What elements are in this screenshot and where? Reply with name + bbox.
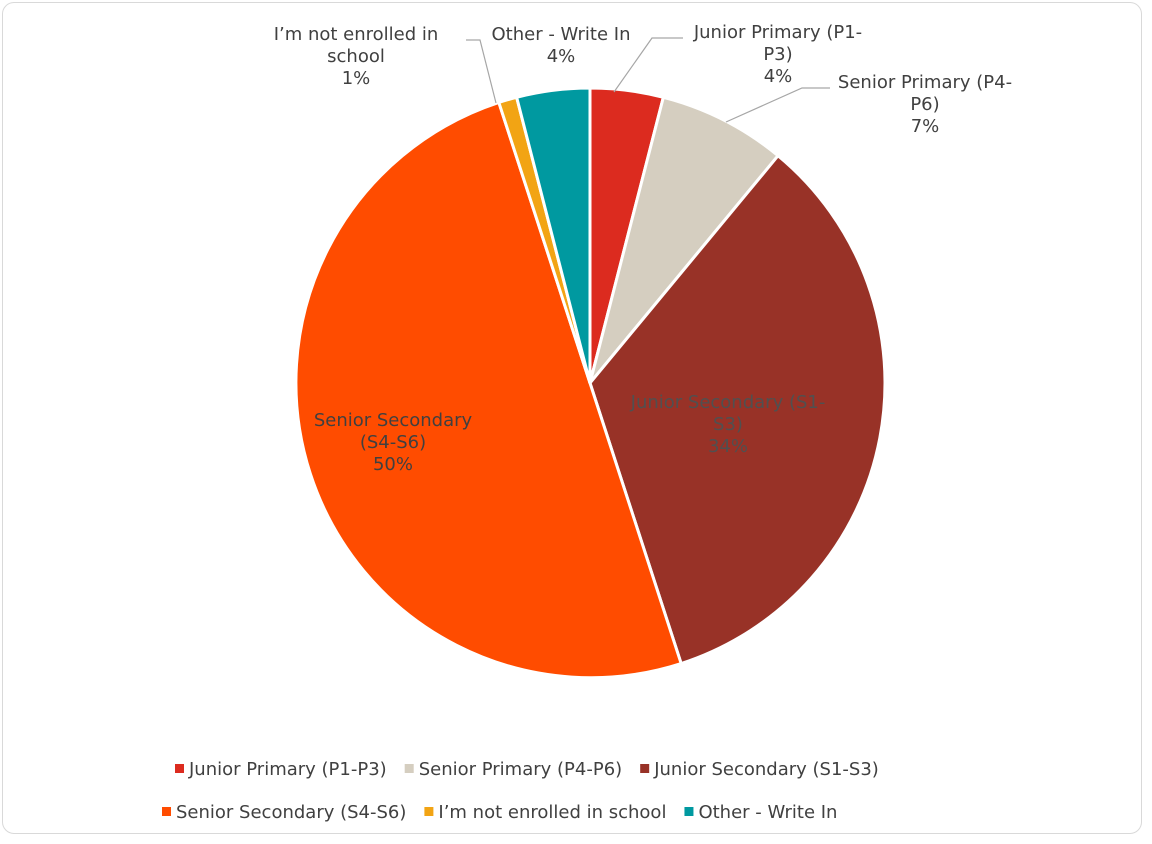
legend-swatch: [404, 764, 414, 773]
legend-item-junior-secondary-s1-s3: Junior Secondary (S1-S3): [640, 759, 879, 780]
data-label-percent: 4%: [764, 66, 793, 87]
data-label-percent: 1%: [342, 68, 371, 89]
data-label-text: P3): [763, 44, 792, 65]
data-label-text: Junior Secondary (S1-: [630, 392, 826, 413]
legend-swatch: [424, 807, 434, 816]
data-label-other-write-in: Other - Write In4%: [491, 24, 630, 67]
legend-swatch: [162, 807, 171, 816]
legend-label: Senior Secondary (S4-S6): [176, 802, 406, 823]
legend: Junior Primary (P1-P3) Senior Primary (P4…: [162, 759, 879, 823]
data-label-percent: 50%: [373, 454, 413, 475]
leader-line-senior-primary-p4-p6: [725, 87, 830, 123]
legend-label: Junior Primary (P1-P3): [188, 759, 387, 780]
data-label-text: (S4-S6): [360, 432, 426, 453]
data-label-text: Junior Primary (P1-: [693, 22, 862, 43]
legend-item-senior-secondary-s4-s6: Senior Secondary (S4-S6): [162, 802, 406, 823]
legend-label: Other - Write In: [698, 802, 837, 823]
data-label-percent: 34%: [708, 436, 748, 457]
data-label-text: S3): [713, 414, 743, 435]
data-label-senior-secondary-s4-s6: Senior Secondary(S4-S6)50%: [314, 410, 473, 475]
data-label-text: school: [327, 46, 385, 67]
legend-label: Junior Secondary (S1-S3): [653, 759, 879, 780]
leader-line-junior-primary-p1-p3: [613, 37, 683, 93]
leader-lines: [466, 37, 830, 123]
legend-item-junior-primary-p1-p3: Junior Primary (P1-P3): [175, 759, 387, 780]
data-label-text: I’m not enrolled in: [274, 24, 439, 45]
data-label-text: P6): [910, 94, 939, 115]
data-label-percent: 4%: [547, 46, 576, 67]
data-labels: Junior Primary (P1-P3)4% Senior Primary (…: [274, 22, 1012, 475]
data-label-text: Senior Primary (P4-: [838, 72, 1012, 93]
legend-swatch: [640, 764, 650, 773]
pie-slices: [294, 86, 887, 680]
legend-item-senior-primary-p4-p6: Senior Primary (P4-P6): [404, 759, 622, 780]
legend-label: Senior Primary (P4-P6): [419, 759, 622, 780]
legend-swatch: [175, 764, 184, 773]
pie-slice-senior-primary-p4-p6: [588, 95, 780, 385]
data-label-senior-primary-p4-p6: Senior Primary (P4-P6)7%: [838, 72, 1012, 137]
leader-line-i-m-not-enrolled-in-school: [466, 39, 497, 104]
data-label-text: Other - Write In: [491, 24, 630, 45]
legend-item-other-write-in: Other - Write In: [684, 802, 837, 823]
pie-slice-senior-secondary-s4-s6: [294, 100, 683, 680]
pie-slice-junior-secondary-s1-s3: [588, 154, 887, 666]
pie-slice-other-write-in: [515, 86, 592, 385]
data-label-junior-secondary-s1-s3: Junior Secondary (S1-S3)34%: [630, 392, 826, 457]
data-label-percent: 7%: [911, 116, 940, 137]
legend-item-i-m-not-enrolled-in-school: I’m not enrolled in school: [424, 802, 666, 823]
legend-label: I’m not enrolled in school: [438, 802, 666, 823]
data-label-junior-primary-p1-p3: Junior Primary (P1-P3)4%: [693, 22, 862, 87]
legend-swatch: [684, 807, 694, 816]
data-label-text: Senior Secondary: [314, 410, 473, 431]
